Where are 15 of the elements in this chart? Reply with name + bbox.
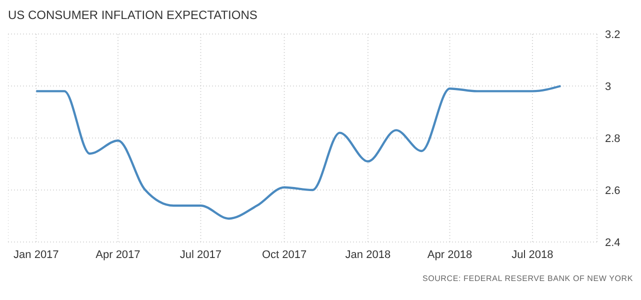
x-tick-label: Jul 2018 [512, 248, 554, 261]
x-tick-label: Jan 2017 [14, 248, 59, 261]
x-tick-label: Jul 2017 [180, 248, 222, 261]
y-tick-label: 3.2 [605, 28, 620, 41]
x-tick-label: Apr 2017 [96, 248, 140, 261]
y-tick-label: 2.4 [605, 236, 620, 249]
x-tick-label: Apr 2018 [427, 248, 472, 261]
source-note: SOURCE: FEDERAL RESERVE BANK OF NEW YORK [422, 274, 633, 283]
y-tick-label: 3 [605, 80, 612, 93]
line-series [35, 84, 562, 220]
x-tick-label: Jan 2018 [345, 248, 391, 261]
y-tick-label: 2.8 [605, 132, 620, 145]
chart-title: US CONSUMER INFLATION EXPECTATIONS [8, 8, 258, 22]
y-tick-label: 2.6 [605, 184, 620, 197]
x-tick-label: Oct 2017 [262, 248, 307, 261]
